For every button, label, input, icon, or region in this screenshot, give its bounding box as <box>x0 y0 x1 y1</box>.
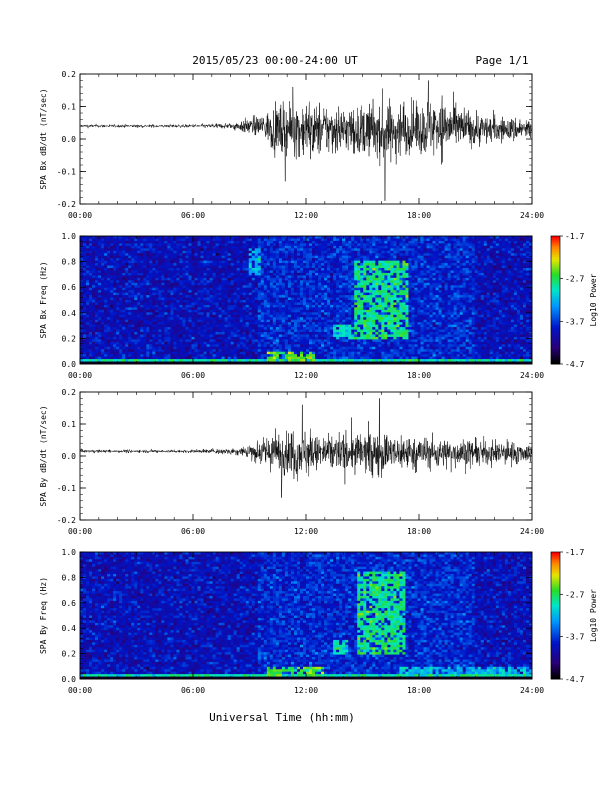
y-axis-label: SPA By Freq (Hz) <box>39 577 48 654</box>
y-tick-label: -0.2 <box>57 200 76 209</box>
bx-spectrogram-panel: 00:00 06:00 12:00 18:00 24:00 1.0 0.8 0.6 0.4 0.2… <box>39 232 598 380</box>
x-tick-label: 06:00 <box>181 527 205 536</box>
x-tick-label: 00:00 <box>68 211 92 220</box>
x-tick-label: 12:00 <box>294 211 318 220</box>
x-tick-label: 06:00 <box>181 371 205 380</box>
figure-title: 2015/05/23 00:00-24:00 UT <box>192 54 358 67</box>
y-tick-label: 0.2 <box>62 650 77 659</box>
by-spectrogram-panel: 00:00 06:00 12:00 18:00 24:00 1.0 0.8 0.6 0.4 0.2… <box>39 548 598 695</box>
x-tick-label: 24:00 <box>520 527 544 536</box>
spectrogram-cells <box>80 552 533 680</box>
colorbar-tick-label: -2.7 <box>565 275 584 284</box>
colorbar <box>551 236 560 365</box>
y-tick-label: 0.1 <box>62 420 77 429</box>
colorbar-frame <box>550 235 561 365</box>
y-tick-label: 0.1 <box>62 103 77 112</box>
colorbar-tick-label: -4.7 <box>565 360 584 369</box>
page-indicator: Page 1/1 <box>476 54 529 67</box>
y-tick-label: 0.6 <box>62 283 77 292</box>
y-tick-label: -0.2 <box>57 516 76 525</box>
y-tick-label: 0.0 <box>62 135 77 144</box>
x-tick-label: 06:00 <box>181 686 205 695</box>
y-axis-label: SPA By dB/dt (nT/sec) <box>39 405 48 506</box>
colorbar <box>551 552 560 680</box>
y-tick-label: 0.4 <box>62 309 77 318</box>
x-tick-label: 12:00 <box>294 686 318 695</box>
y-tick-label: 0.0 <box>62 360 77 369</box>
y-tick-label: 1.0 <box>62 232 77 241</box>
x-tick-label: 18:00 <box>407 371 431 380</box>
y-tick-label: 1.0 <box>62 548 77 557</box>
y-axis-label: SPA Bx dB/dt (nT/sec) <box>39 88 48 189</box>
x-tick-label: 12:00 <box>294 527 318 536</box>
x-tick-label: 00:00 <box>68 371 92 380</box>
x-axis-label: Universal Time (hh:mm) <box>209 711 355 724</box>
colorbar-tick-label: -3.7 <box>565 633 584 642</box>
x-tick-label: 18:00 <box>407 527 431 536</box>
y-tick-label: 0.0 <box>62 675 77 684</box>
colorbar-label: Log10 Power <box>589 589 598 642</box>
y-axis-label: SPA Bx Freq (Hz) <box>39 261 48 338</box>
colorbar-label: Log10 Power <box>589 273 598 326</box>
y-tick-label: 0.8 <box>62 573 77 582</box>
y-tick-label: 0.6 <box>62 599 77 608</box>
x-tick-label: 12:00 <box>294 371 318 380</box>
x-tick-label: 00:00 <box>68 686 92 695</box>
x-tick-label: 24:00 <box>520 211 544 220</box>
colorbar-tick-label: -3.7 <box>565 317 584 326</box>
x-tick-label: 00:00 <box>68 527 92 536</box>
y-tick-label: -0.1 <box>57 484 76 493</box>
colorbar-tick-label: -4.7 <box>565 675 584 684</box>
x-tick-label: 24:00 <box>520 371 544 380</box>
y-tick-label: 0.0 <box>62 452 77 461</box>
x-tick-label: 06:00 <box>181 211 205 220</box>
colorbar-tick-label: -1.7 <box>565 232 584 241</box>
x-tick-label: 24:00 <box>520 686 544 695</box>
colorbar-frame <box>550 551 561 680</box>
by-timeseries-panel: 00:00 06:00 12:00 18:00 24:00 0.2 0.1 0.0 -0.1 -0… <box>39 388 544 536</box>
signal-trace <box>79 398 533 498</box>
signal-trace <box>79 80 533 201</box>
y-tick-label: 0.2 <box>62 388 77 397</box>
bx-timeseries-panel: 00:00 06:00 12:00 18:00 24:00 0.2 0.1 0.0 -0.1 -0… <box>39 70 544 220</box>
spectrogram-cells <box>80 236 533 365</box>
y-tick-label: 0.2 <box>62 334 77 343</box>
x-tick-label: 18:00 <box>407 686 431 695</box>
plot-frame <box>79 73 533 205</box>
colorbar-tick-label: -2.7 <box>565 590 584 599</box>
y-tick-label: 0.4 <box>62 624 77 633</box>
y-tick-label: -0.1 <box>57 168 76 177</box>
y-tick-label: 0.2 <box>62 70 77 79</box>
y-tick-label: 0.8 <box>62 258 77 267</box>
colorbar-tick-label: -1.7 <box>565 548 584 557</box>
x-tick-label: 18:00 <box>407 211 431 220</box>
